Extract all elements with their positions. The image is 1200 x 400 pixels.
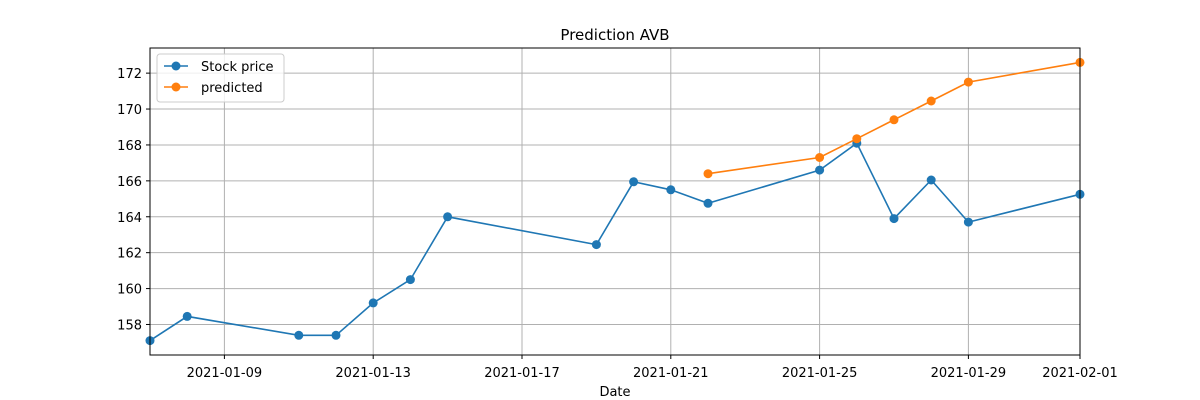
data-point-stock-price: [182, 311, 192, 321]
data-point-predicted: [852, 134, 862, 144]
data-point-stock-price: [405, 275, 415, 285]
x-tick-label: 2021-01-25: [782, 366, 858, 381]
data-point-predicted: [889, 115, 899, 125]
legend-label-predicted: predicted: [201, 81, 263, 96]
legend-marker-predicted: [171, 82, 181, 92]
data-point-predicted: [703, 169, 713, 179]
plot-area: [145, 57, 1085, 346]
x-tick-label: 2021-01-17: [484, 366, 560, 381]
data-point-stock-price: [331, 330, 341, 340]
x-tick-label: 2021-01-21: [633, 366, 709, 381]
data-point-stock-price: [591, 240, 601, 250]
x-tick-label: 2021-01-29: [931, 366, 1007, 381]
y-tick-label: 164: [117, 211, 142, 226]
x-tick-label: 2021-01-09: [187, 366, 263, 381]
x-axis-label: Date: [599, 385, 630, 400]
y-tick-label: 160: [117, 283, 142, 298]
data-point-stock-price: [443, 212, 453, 222]
x-tick-label: 2021-02-01: [1042, 366, 1118, 381]
data-point-predicted: [963, 77, 973, 87]
ticks: 2021-01-09 2021-01-13 2021-01-17 2021-01-21…: [117, 67, 1118, 381]
data-point-stock-price: [368, 298, 378, 308]
chart-title: Prediction AVB: [560, 26, 669, 44]
data-point-stock-price: [666, 185, 676, 195]
data-point-stock-price: [294, 330, 304, 340]
y-tick-label: 172: [117, 67, 142, 82]
legend-box: [156, 53, 285, 103]
data-point-predicted: [926, 96, 936, 106]
x-tick-label: 2021-01-13: [335, 366, 411, 381]
legend: Stock price predicted: [156, 53, 285, 103]
data-point-predicted: [815, 153, 825, 162]
data-point-stock-price: [926, 175, 936, 185]
y-tick-label: 168: [117, 139, 142, 154]
data-point-stock-price: [703, 198, 713, 208]
axes-frame: [149, 47, 1081, 356]
data-point-stock-price: [889, 214, 899, 224]
y-tick-label: 170: [117, 103, 142, 118]
data-point-stock-price: [815, 165, 825, 175]
grid: [150, 48, 1081, 355]
y-tick-label: 158: [117, 318, 142, 333]
y-tick-label: 162: [117, 247, 142, 262]
data-point-stock-price: [629, 177, 639, 187]
legend-label-stock-price: Stock price: [201, 60, 273, 75]
data-point-stock-price: [963, 217, 973, 227]
y-tick-label: 166: [117, 175, 142, 190]
legend-marker-stock-price: [171, 61, 181, 71]
